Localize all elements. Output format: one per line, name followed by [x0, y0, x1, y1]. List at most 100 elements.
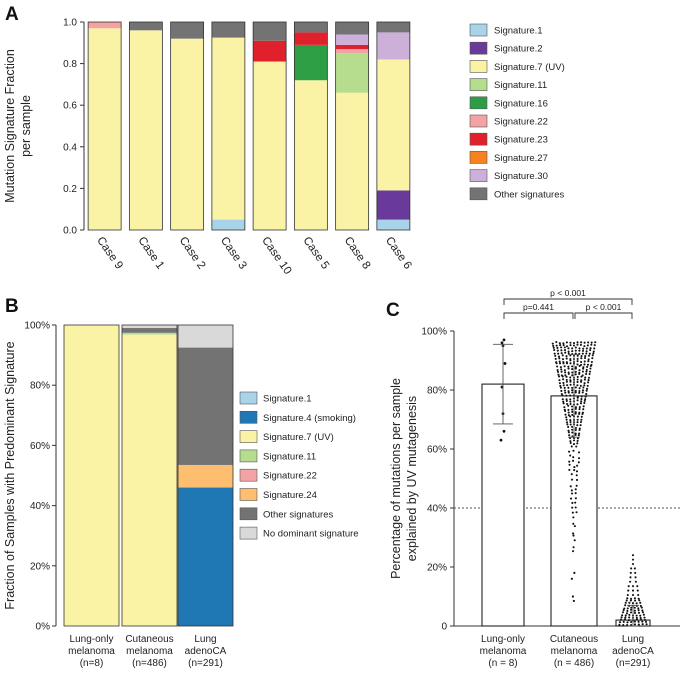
data-point — [633, 609, 636, 612]
data-point — [571, 371, 574, 374]
data-point — [574, 406, 577, 409]
x-tick-label: (n = 486) — [554, 658, 594, 669]
data-point — [566, 345, 569, 348]
data-point — [634, 580, 637, 583]
data-point — [570, 445, 573, 448]
y-tick-label: 0.6 — [63, 101, 77, 112]
data-point — [564, 391, 567, 394]
data-point — [567, 386, 570, 389]
bar-segment-other-signatures — [376, 22, 410, 33]
data-point — [620, 616, 623, 619]
data-point — [567, 372, 570, 375]
data-point — [618, 623, 621, 626]
data-point — [553, 348, 556, 352]
significance-bracket — [574, 312, 633, 319]
data-point — [623, 607, 626, 610]
data-point — [556, 370, 560, 373]
data-point — [636, 585, 639, 588]
x-tick-label: Lung-only — [481, 634, 525, 645]
data-point — [574, 367, 577, 370]
data-point — [583, 357, 587, 360]
y-tick-label: 100% — [421, 327, 447, 338]
data-point — [552, 346, 555, 349]
data-point — [589, 347, 592, 350]
legend-label-signature-11: Signature.11 — [263, 451, 316, 462]
data-point — [591, 354, 594, 357]
data-point — [567, 431, 570, 434]
data-point — [576, 421, 579, 424]
y-tick-label: 1.0 — [63, 18, 77, 29]
data-point — [503, 362, 507, 365]
bar-segment-other-signatures — [294, 22, 328, 33]
panel-b-label: B — [5, 296, 19, 317]
data-point — [626, 607, 629, 610]
data-point — [637, 607, 640, 610]
data-point — [586, 384, 589, 387]
data-point — [565, 421, 569, 424]
data-point — [565, 375, 568, 378]
data-point — [572, 342, 576, 345]
data-point — [577, 434, 580, 437]
data-point — [579, 420, 583, 424]
y-tick-label: 80% — [427, 386, 447, 397]
data-point — [572, 516, 575, 519]
data-point — [569, 421, 572, 424]
data-point — [568, 468, 571, 471]
data-point — [569, 341, 572, 344]
data-point — [585, 372, 588, 376]
y-tick-label: 40% — [30, 501, 50, 512]
data-point — [571, 347, 574, 350]
y-tick-label: 0.2 — [63, 184, 77, 195]
data-point — [575, 484, 578, 487]
data-point — [629, 611, 633, 614]
data-point — [582, 386, 585, 389]
data-point — [593, 344, 596, 347]
data-point — [626, 609, 629, 612]
data-point — [570, 577, 573, 580]
data-point — [585, 350, 588, 353]
legend-swatch-other-signatures — [239, 507, 258, 521]
data-point — [564, 371, 567, 374]
data-point — [563, 406, 566, 409]
data-point — [571, 459, 575, 462]
data-point — [575, 474, 578, 477]
data-point — [560, 370, 563, 373]
data-point — [583, 401, 586, 405]
data-point — [631, 563, 635, 566]
data-point — [575, 470, 579, 473]
data-point — [587, 354, 591, 357]
data-point — [622, 624, 625, 627]
data-point — [576, 424, 579, 427]
data-point — [582, 347, 585, 350]
data-point — [580, 418, 583, 421]
data-point — [563, 389, 567, 392]
data-point — [561, 394, 564, 397]
data-point — [576, 380, 579, 384]
data-point — [565, 399, 568, 402]
data-point — [637, 597, 640, 600]
data-point — [585, 352, 588, 355]
panel-c: C 0 20% 40% 60% 80% 100% Percentage of mutatio… — [386, 288, 680, 669]
data-point — [637, 611, 641, 614]
data-point — [569, 398, 572, 401]
data-point — [640, 606, 643, 609]
x-tick-label: Cutaneous — [125, 634, 173, 645]
x-tick-label: Lung — [194, 634, 216, 645]
y-axis-title-line2: per sample — [19, 95, 33, 157]
legend-label-other-signatures: Other signatures — [263, 509, 333, 520]
data-point — [577, 457, 581, 460]
data-point — [631, 554, 635, 557]
bar-segment-signature-7-uv — [129, 30, 163, 230]
data-point — [578, 349, 581, 352]
bar-outline — [252, 21, 287, 231]
data-point — [559, 386, 562, 389]
data-point — [578, 390, 581, 393]
panel-a-label: A — [5, 4, 19, 25]
data-point — [589, 348, 592, 352]
data-point — [565, 341, 568, 344]
legend-label-signature-27: Signature.27 — [494, 153, 548, 164]
bar-segment-signature-23 — [335, 44, 369, 50]
bar-segment-signature-1 — [376, 219, 410, 230]
legend-label-signature-11: Signature.11 — [494, 80, 547, 91]
